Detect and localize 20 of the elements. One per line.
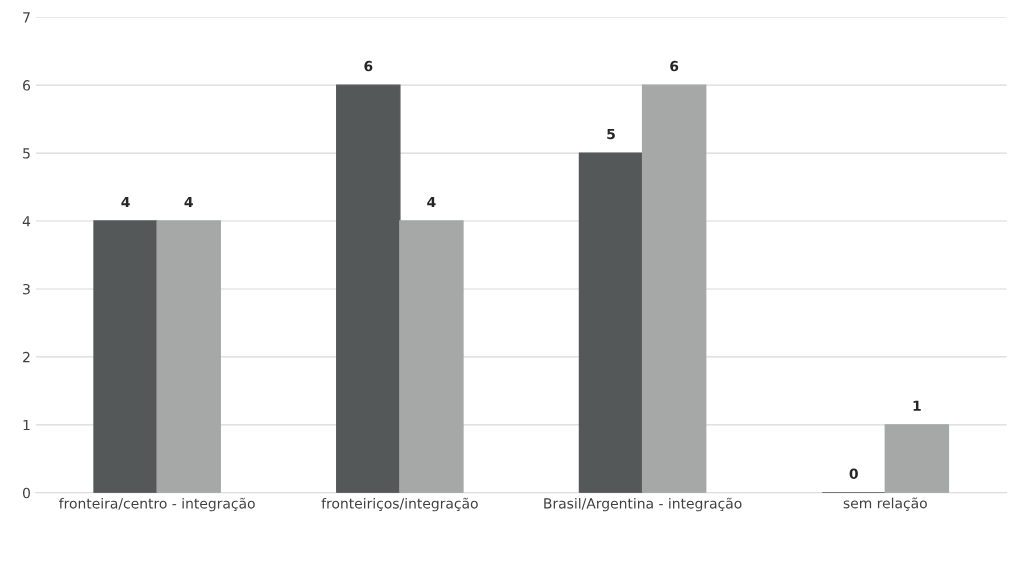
y-tick-label: 7: [23, 12, 30, 23]
data-label: 4: [184, 196, 193, 208]
y-tick-label: 0: [22, 487, 30, 499]
y-tick-label: 2: [23, 351, 30, 363]
x-tick-label: Brasil/Argentina - integração: [544, 497, 742, 512]
data-label: 1: [913, 400, 921, 411]
x-tick-label: sem relação: [843, 497, 927, 511]
y-tick-label: 5: [23, 148, 30, 159]
data-label: 0: [849, 468, 858, 479]
data-label: 6: [670, 60, 679, 72]
y-tick-label: 4: [22, 216, 31, 227]
y-tick-label: 1: [23, 419, 30, 431]
data-label: 6: [364, 60, 373, 72]
data-label: 4: [121, 196, 130, 208]
data-label: 5: [607, 128, 615, 140]
x-tick-label: fronteiriços/integração: [321, 497, 478, 512]
data-label: 4: [427, 196, 436, 208]
x-tick-label: fronteira/centro - integração: [59, 497, 255, 512]
y-tick-label: 6: [23, 80, 31, 91]
y-tick-label: 3: [23, 283, 30, 295]
